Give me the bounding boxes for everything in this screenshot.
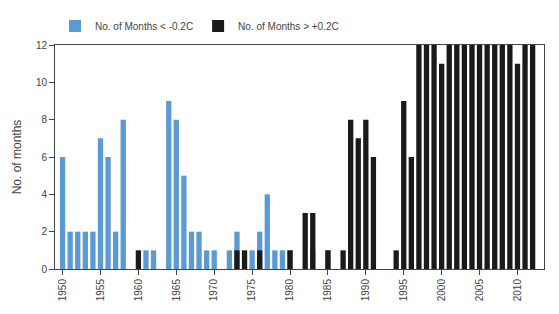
svg-text:1960: 1960 [133, 279, 144, 302]
svg-text:4: 4 [41, 189, 47, 200]
svg-text:8: 8 [41, 114, 47, 125]
svg-text:1975: 1975 [246, 279, 257, 302]
svg-text:2000: 2000 [436, 279, 447, 302]
svg-text:1995: 1995 [398, 279, 409, 302]
svg-text:6: 6 [41, 152, 47, 163]
svg-text:12: 12 [36, 40, 48, 51]
svg-text:1970: 1970 [208, 279, 219, 302]
svg-text:0: 0 [41, 264, 47, 275]
svg-text:2005: 2005 [474, 279, 485, 302]
svg-text:1985: 1985 [322, 279, 333, 302]
svg-text:No. of Months > +0.2C: No. of Months > +0.2C [238, 21, 339, 32]
svg-text:1990: 1990 [360, 279, 371, 302]
svg-text:No. of Months < -0.2C: No. of Months < -0.2C [95, 21, 193, 32]
svg-text:No. of months: No. of months [10, 120, 24, 195]
svg-text:1950: 1950 [57, 279, 68, 302]
svg-text:10: 10 [36, 77, 48, 88]
svg-text:2: 2 [41, 226, 47, 237]
svg-text:1980: 1980 [284, 279, 295, 302]
svg-text:1955: 1955 [95, 279, 106, 302]
svg-text:2010: 2010 [512, 279, 523, 302]
svg-text:1965: 1965 [171, 279, 182, 302]
